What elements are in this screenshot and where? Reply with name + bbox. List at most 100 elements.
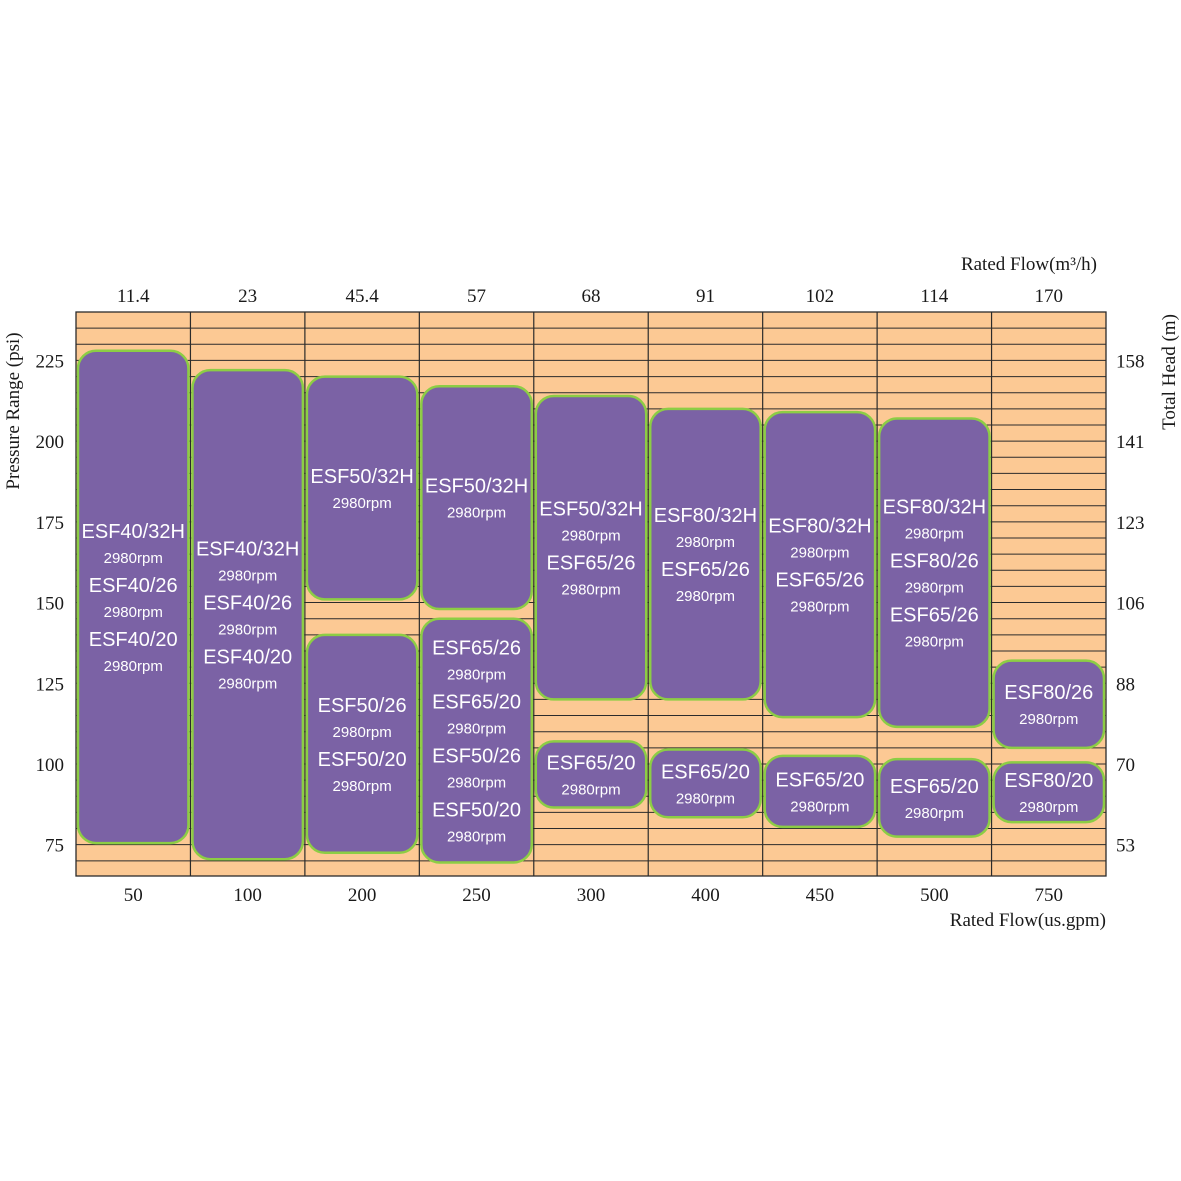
model-box xyxy=(992,761,1106,824)
model-name-label: ESF65/26 xyxy=(432,638,521,660)
model-box xyxy=(648,748,762,819)
left-tick-label: 225 xyxy=(36,351,65,372)
model-name-label: ESF80/26 xyxy=(1004,682,1093,704)
model-name-label: ESF80/20 xyxy=(1004,770,1093,792)
model-box xyxy=(648,407,762,701)
left-tick-label: 150 xyxy=(36,594,65,615)
model-box xyxy=(420,617,534,864)
model-speed-label: 2980rpm xyxy=(104,550,163,567)
model-box xyxy=(305,633,419,855)
model-name-label: ESF80/32H xyxy=(883,497,986,519)
model-speed-label: 2980rpm xyxy=(333,724,392,741)
top-tick-label: 114 xyxy=(920,286,948,307)
left-tick-label: 100 xyxy=(36,755,65,776)
model-name-label: ESF50/20 xyxy=(318,749,407,771)
model-speed-label: 2980rpm xyxy=(1019,799,1078,816)
left-tick-label: 125 xyxy=(36,674,65,695)
plot-frame xyxy=(75,311,1107,877)
bottom-tick-label: 200 xyxy=(348,885,377,906)
top-tick-label: 91 xyxy=(696,286,715,307)
model-speed-label: 2980rpm xyxy=(561,582,620,599)
bottom-tick-label: 750 xyxy=(1035,885,1064,906)
right-axis-title: Total Head (m) xyxy=(1159,314,1180,430)
model-box xyxy=(76,349,190,845)
model-box xyxy=(534,740,648,809)
plot-area: 11.4 50 23 100 45.4 200 57 250 68 300 91 400 102 450 1… xyxy=(36,286,1145,906)
top-axis-title: Rated Flow(m³/h) xyxy=(961,254,1097,275)
bottom-tick-label: 400 xyxy=(691,885,720,906)
model-name-label: ESF65/20 xyxy=(432,692,521,714)
top-tick-label: 45.4 xyxy=(345,286,379,307)
model-box xyxy=(877,757,991,838)
model-speed-label: 2980rpm xyxy=(447,721,506,738)
bottom-tick-label: 250 xyxy=(462,885,491,906)
bottom-axis-title: Rated Flow(us.gpm) xyxy=(950,910,1106,931)
right-tick-label: 106 xyxy=(1116,594,1145,615)
model-name-label: ESF50/32H xyxy=(425,476,528,498)
model-name-label: ESF65/20 xyxy=(890,776,979,798)
bottom-tick-label: 100 xyxy=(233,885,262,906)
model-speed-label: 2980rpm xyxy=(905,805,964,822)
model-name-label: ESF80/26 xyxy=(890,551,979,573)
model-speed-label: 2980rpm xyxy=(218,568,277,585)
model-box xyxy=(763,410,877,719)
model-speed-label: 2980rpm xyxy=(790,599,849,616)
bottom-tick-label: 500 xyxy=(920,885,949,906)
model-box xyxy=(305,375,419,601)
model-name-label: ESF50/26 xyxy=(432,746,521,768)
model-speed-label: 2980rpm xyxy=(104,604,163,621)
model-speed-label: 2980rpm xyxy=(447,829,506,846)
right-tick-label: 88 xyxy=(1116,674,1135,695)
model-box xyxy=(420,385,534,611)
model-name-label: ESF40/26 xyxy=(203,593,292,615)
bottom-tick-label: 300 xyxy=(577,885,606,906)
model-speed-label: 2980rpm xyxy=(676,790,735,807)
top-tick-label: 170 xyxy=(1035,286,1064,307)
model-box xyxy=(191,368,305,861)
model-speed-label: 2980rpm xyxy=(905,580,964,597)
model-name-label: ESF65/20 xyxy=(547,752,636,774)
top-tick-label: 11.4 xyxy=(117,286,150,307)
model-name-label: ESF65/26 xyxy=(890,605,979,627)
model-speed-label: 2980rpm xyxy=(561,528,620,545)
top-tick-label: 57 xyxy=(467,286,486,307)
model-name-label: ESF40/20 xyxy=(203,647,292,669)
model-name-label: ESF65/26 xyxy=(775,570,864,592)
model-speed-label: 2980rpm xyxy=(676,588,735,605)
model-name-label: ESF50/32H xyxy=(539,499,642,521)
model-speed-label: 2980rpm xyxy=(104,658,163,675)
model-speed-label: 2980rpm xyxy=(447,505,506,522)
model-speed-label: 2980rpm xyxy=(333,495,392,512)
bottom-tick-label: 50 xyxy=(124,885,143,906)
model-speed-label: 2980rpm xyxy=(447,775,506,792)
right-tick-label: 158 xyxy=(1116,351,1145,372)
model-name-label: ESF80/32H xyxy=(768,516,871,538)
model-speed-label: 2980rpm xyxy=(333,778,392,795)
right-tick-label: 53 xyxy=(1116,836,1135,857)
left-axis-title: Pressure Range (psi) xyxy=(3,332,24,489)
model-name-label: ESF65/20 xyxy=(775,769,864,791)
top-tick-label: 102 xyxy=(806,286,835,307)
model-speed-label: 2980rpm xyxy=(447,667,506,684)
model-box xyxy=(763,754,877,829)
model-name-label: ESF65/20 xyxy=(661,761,750,783)
model-name-label: ESF50/32H xyxy=(310,466,413,488)
top-tick-label: 23 xyxy=(238,286,257,307)
model-name-label: ESF80/32H xyxy=(654,505,757,527)
model-speed-label: 2980rpm xyxy=(676,534,735,551)
model-name-label: ESF40/20 xyxy=(89,629,178,651)
right-tick-label: 123 xyxy=(1116,513,1145,534)
left-tick-label: 200 xyxy=(36,432,65,453)
model-name-label: ESF40/26 xyxy=(89,575,178,597)
model-speed-label: 2980rpm xyxy=(790,798,849,815)
model-name-label: ESF65/26 xyxy=(661,559,750,581)
top-tick-label: 68 xyxy=(582,286,601,307)
model-speed-label: 2980rpm xyxy=(218,622,277,639)
right-tick-label: 70 xyxy=(1116,755,1135,776)
model-speed-label: 2980rpm xyxy=(905,526,964,543)
left-tick-label: 175 xyxy=(36,513,65,534)
right-tick-label: 141 xyxy=(1116,432,1145,453)
model-name-label: ESF65/26 xyxy=(547,553,636,575)
model-box xyxy=(534,394,648,701)
